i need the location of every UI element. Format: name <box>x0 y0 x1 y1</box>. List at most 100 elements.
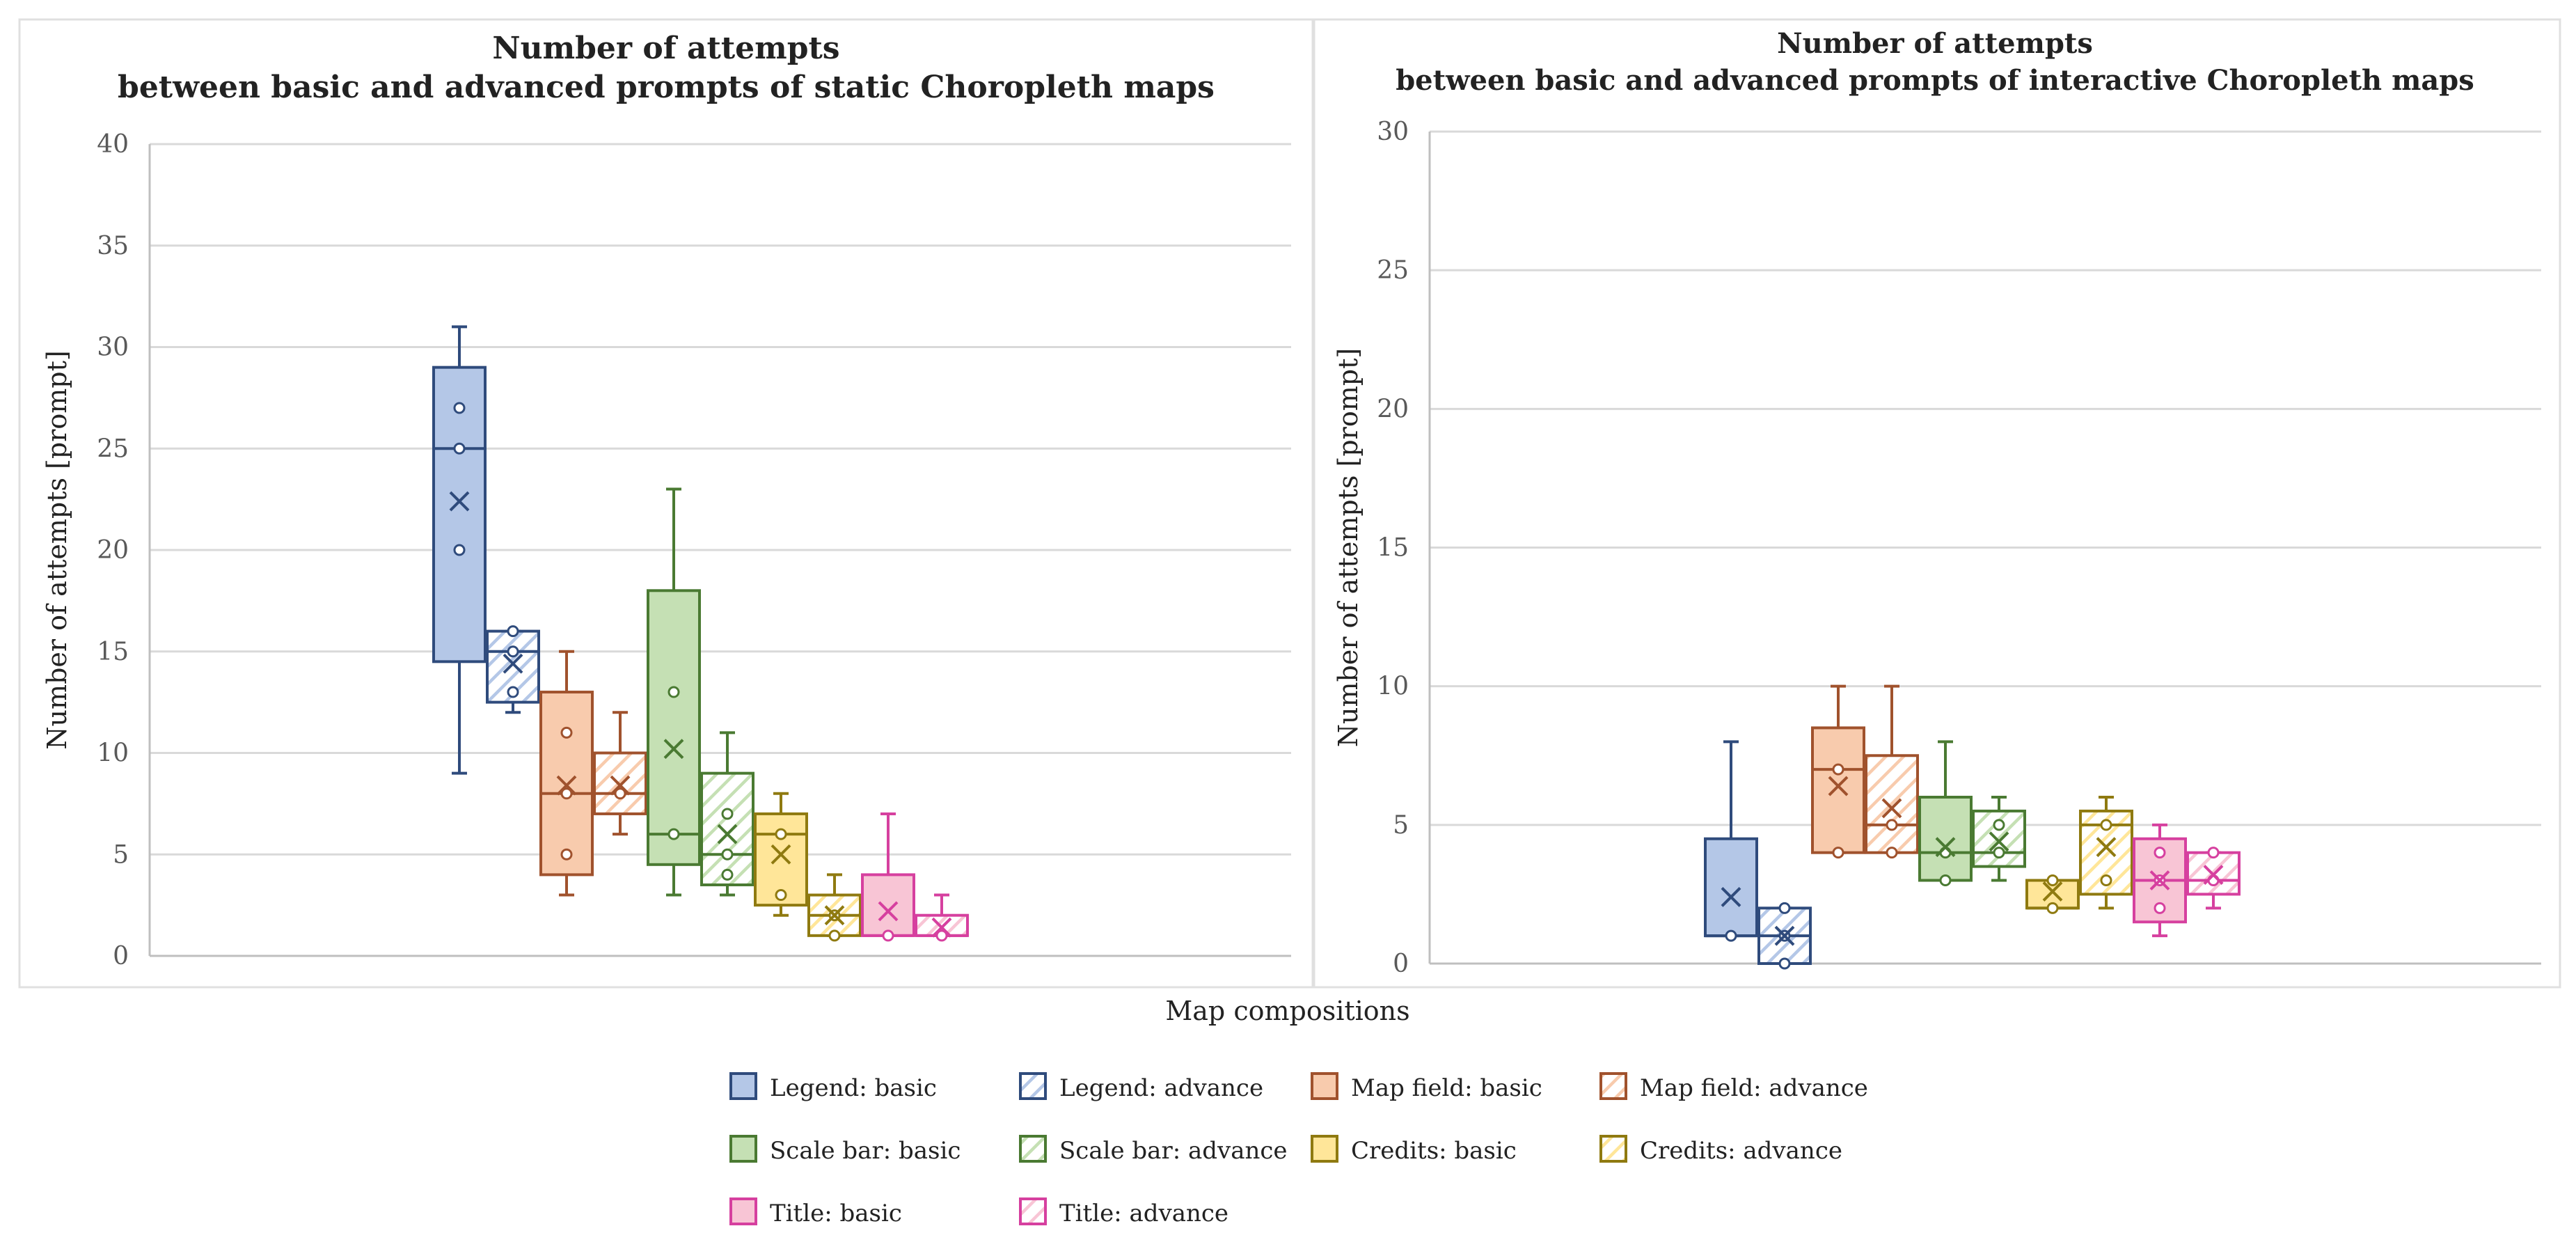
y-tick-label: 15 <box>97 638 129 666</box>
box-title_basic <box>2133 823 2187 938</box>
legend-item-title_advance: Title: advance <box>1019 1197 1228 1227</box>
legend-label: Title: basic <box>770 1200 902 1227</box>
data-point <box>453 442 466 455</box>
y-axis-title: Number of attempts [prompt] <box>1333 348 1364 747</box>
box-iqr <box>539 691 594 877</box>
mean-marker <box>610 775 631 796</box>
chart-title-line-2: between basic and advanced prompts of st… <box>118 70 1215 105</box>
mean-marker <box>771 844 791 865</box>
y-tick-label: 30 <box>1377 118 1409 146</box>
data-point <box>507 686 519 698</box>
box-legend_advance <box>1757 902 1812 970</box>
data-point <box>2207 847 2220 859</box>
mean-marker <box>2149 870 2170 890</box>
static-choropleth-chart: Number of attempts between basic and adva… <box>42 31 1291 971</box>
data-point <box>667 828 680 840</box>
data-point <box>721 868 734 881</box>
legend-label: Credits: basic <box>1351 1137 1517 1165</box>
data-point <box>775 889 787 902</box>
data-point <box>2100 874 2112 886</box>
legend-label: Map field: basic <box>1351 1074 1542 1102</box>
legend-swatch <box>1311 1072 1338 1100</box>
box-title_basic <box>861 812 915 942</box>
mean-marker <box>717 824 738 845</box>
data-point <box>1993 819 2005 831</box>
box-scalebar_basic <box>1918 740 1973 886</box>
legend-label: Title: advance <box>1059 1200 1228 1227</box>
box-legend_basic <box>1704 740 1758 942</box>
y-tick-label: 5 <box>1393 811 1409 840</box>
y-tick-label: 40 <box>97 130 129 159</box>
legend-label: Scale bar: basic <box>770 1137 961 1165</box>
box-iqr <box>1918 796 1973 882</box>
legend-swatch <box>1599 1135 1627 1163</box>
mean-marker <box>1721 886 1741 907</box>
data-point <box>507 645 519 658</box>
data-point <box>2154 902 2166 914</box>
data-point <box>667 686 680 698</box>
y-tick-label: 35 <box>97 232 129 260</box>
legend-item-scalebar_advance: Scale bar: advance <box>1019 1135 1288 1165</box>
data-point <box>1832 847 1844 859</box>
data-point <box>1832 763 1844 776</box>
box-mapfield_advance <box>1865 684 1919 859</box>
legend-label: Legend: advance <box>1059 1074 1263 1102</box>
box-iqr <box>1704 837 1758 938</box>
box-iqr <box>861 873 915 937</box>
data-point <box>721 808 734 820</box>
y-tick-label: 30 <box>97 333 129 362</box>
legend-swatch <box>1019 1135 1047 1163</box>
data-point <box>1886 819 1898 831</box>
y-tick-label: 20 <box>1377 395 1409 423</box>
data-point <box>2154 847 2166 859</box>
legend-label: Map field: advance <box>1640 1074 1868 1102</box>
data-point <box>560 787 573 800</box>
legend-item-title_basic: Title: basic <box>729 1197 902 1227</box>
y-axis-title: Number of attempts [prompt] <box>42 350 72 749</box>
y-tick-label: 0 <box>113 942 129 971</box>
x-axis-title: Map compositions <box>1165 996 1409 1026</box>
box-scalebar_advance <box>700 731 754 897</box>
box-credits_advance <box>807 873 862 942</box>
legend-item-scalebar_basic: Scale bar: basic <box>729 1135 961 1165</box>
mean-marker <box>2203 865 2224 885</box>
box-legend_advance <box>486 625 540 714</box>
legend-item-credits_advance: Credits: advance <box>1599 1135 1842 1165</box>
data-point <box>1939 874 1952 886</box>
mean-marker <box>1774 925 1795 946</box>
y-tick-label: 15 <box>1377 534 1409 563</box>
y-tick-label: 25 <box>97 434 129 463</box>
legend: Legend: basic Legend: advance Map field: b… <box>729 1072 1868 1227</box>
box-mapfield_advance <box>593 711 647 836</box>
interactive-choropleth-chart: Number of attempts between basic and adva… <box>1333 27 2541 978</box>
box-credits_advance <box>2079 796 2133 910</box>
box-title_advance <box>2186 847 2241 910</box>
data-point <box>935 929 948 942</box>
mean-marker <box>878 901 899 922</box>
box-mapfield_basic <box>539 650 594 897</box>
legend-item-mapfield_advance: Map field: advance <box>1599 1072 1868 1102</box>
box-mapfield_basic <box>1811 684 1865 859</box>
box-iqr <box>593 751 647 815</box>
data-point <box>828 929 841 942</box>
box-iqr <box>1865 754 1919 854</box>
chart-title-line-2: between basic and advanced prompts of in… <box>1396 64 2474 97</box>
y-tick-label: 10 <box>97 739 129 768</box>
box-scalebar_advance <box>1972 796 2026 882</box>
data-point <box>721 848 734 861</box>
legend-item-legend_advance: Legend: advance <box>1019 1072 1263 1102</box>
data-point <box>2046 874 2059 886</box>
box-iqr <box>1811 726 1865 854</box>
data-point <box>775 828 787 840</box>
box-iqr <box>700 771 754 886</box>
mean-marker <box>1989 831 2009 852</box>
data-point <box>453 544 466 556</box>
box-iqr <box>647 589 701 866</box>
legend-swatch <box>1311 1135 1338 1163</box>
data-point <box>1993 847 2005 859</box>
legend-swatch <box>1019 1197 1047 1225</box>
y-tick-label: 5 <box>113 840 129 869</box>
legend-swatch <box>729 1197 757 1225</box>
legend-item-mapfield_basic: Map field: basic <box>1311 1072 1542 1102</box>
legend-swatch <box>1599 1072 1627 1100</box>
